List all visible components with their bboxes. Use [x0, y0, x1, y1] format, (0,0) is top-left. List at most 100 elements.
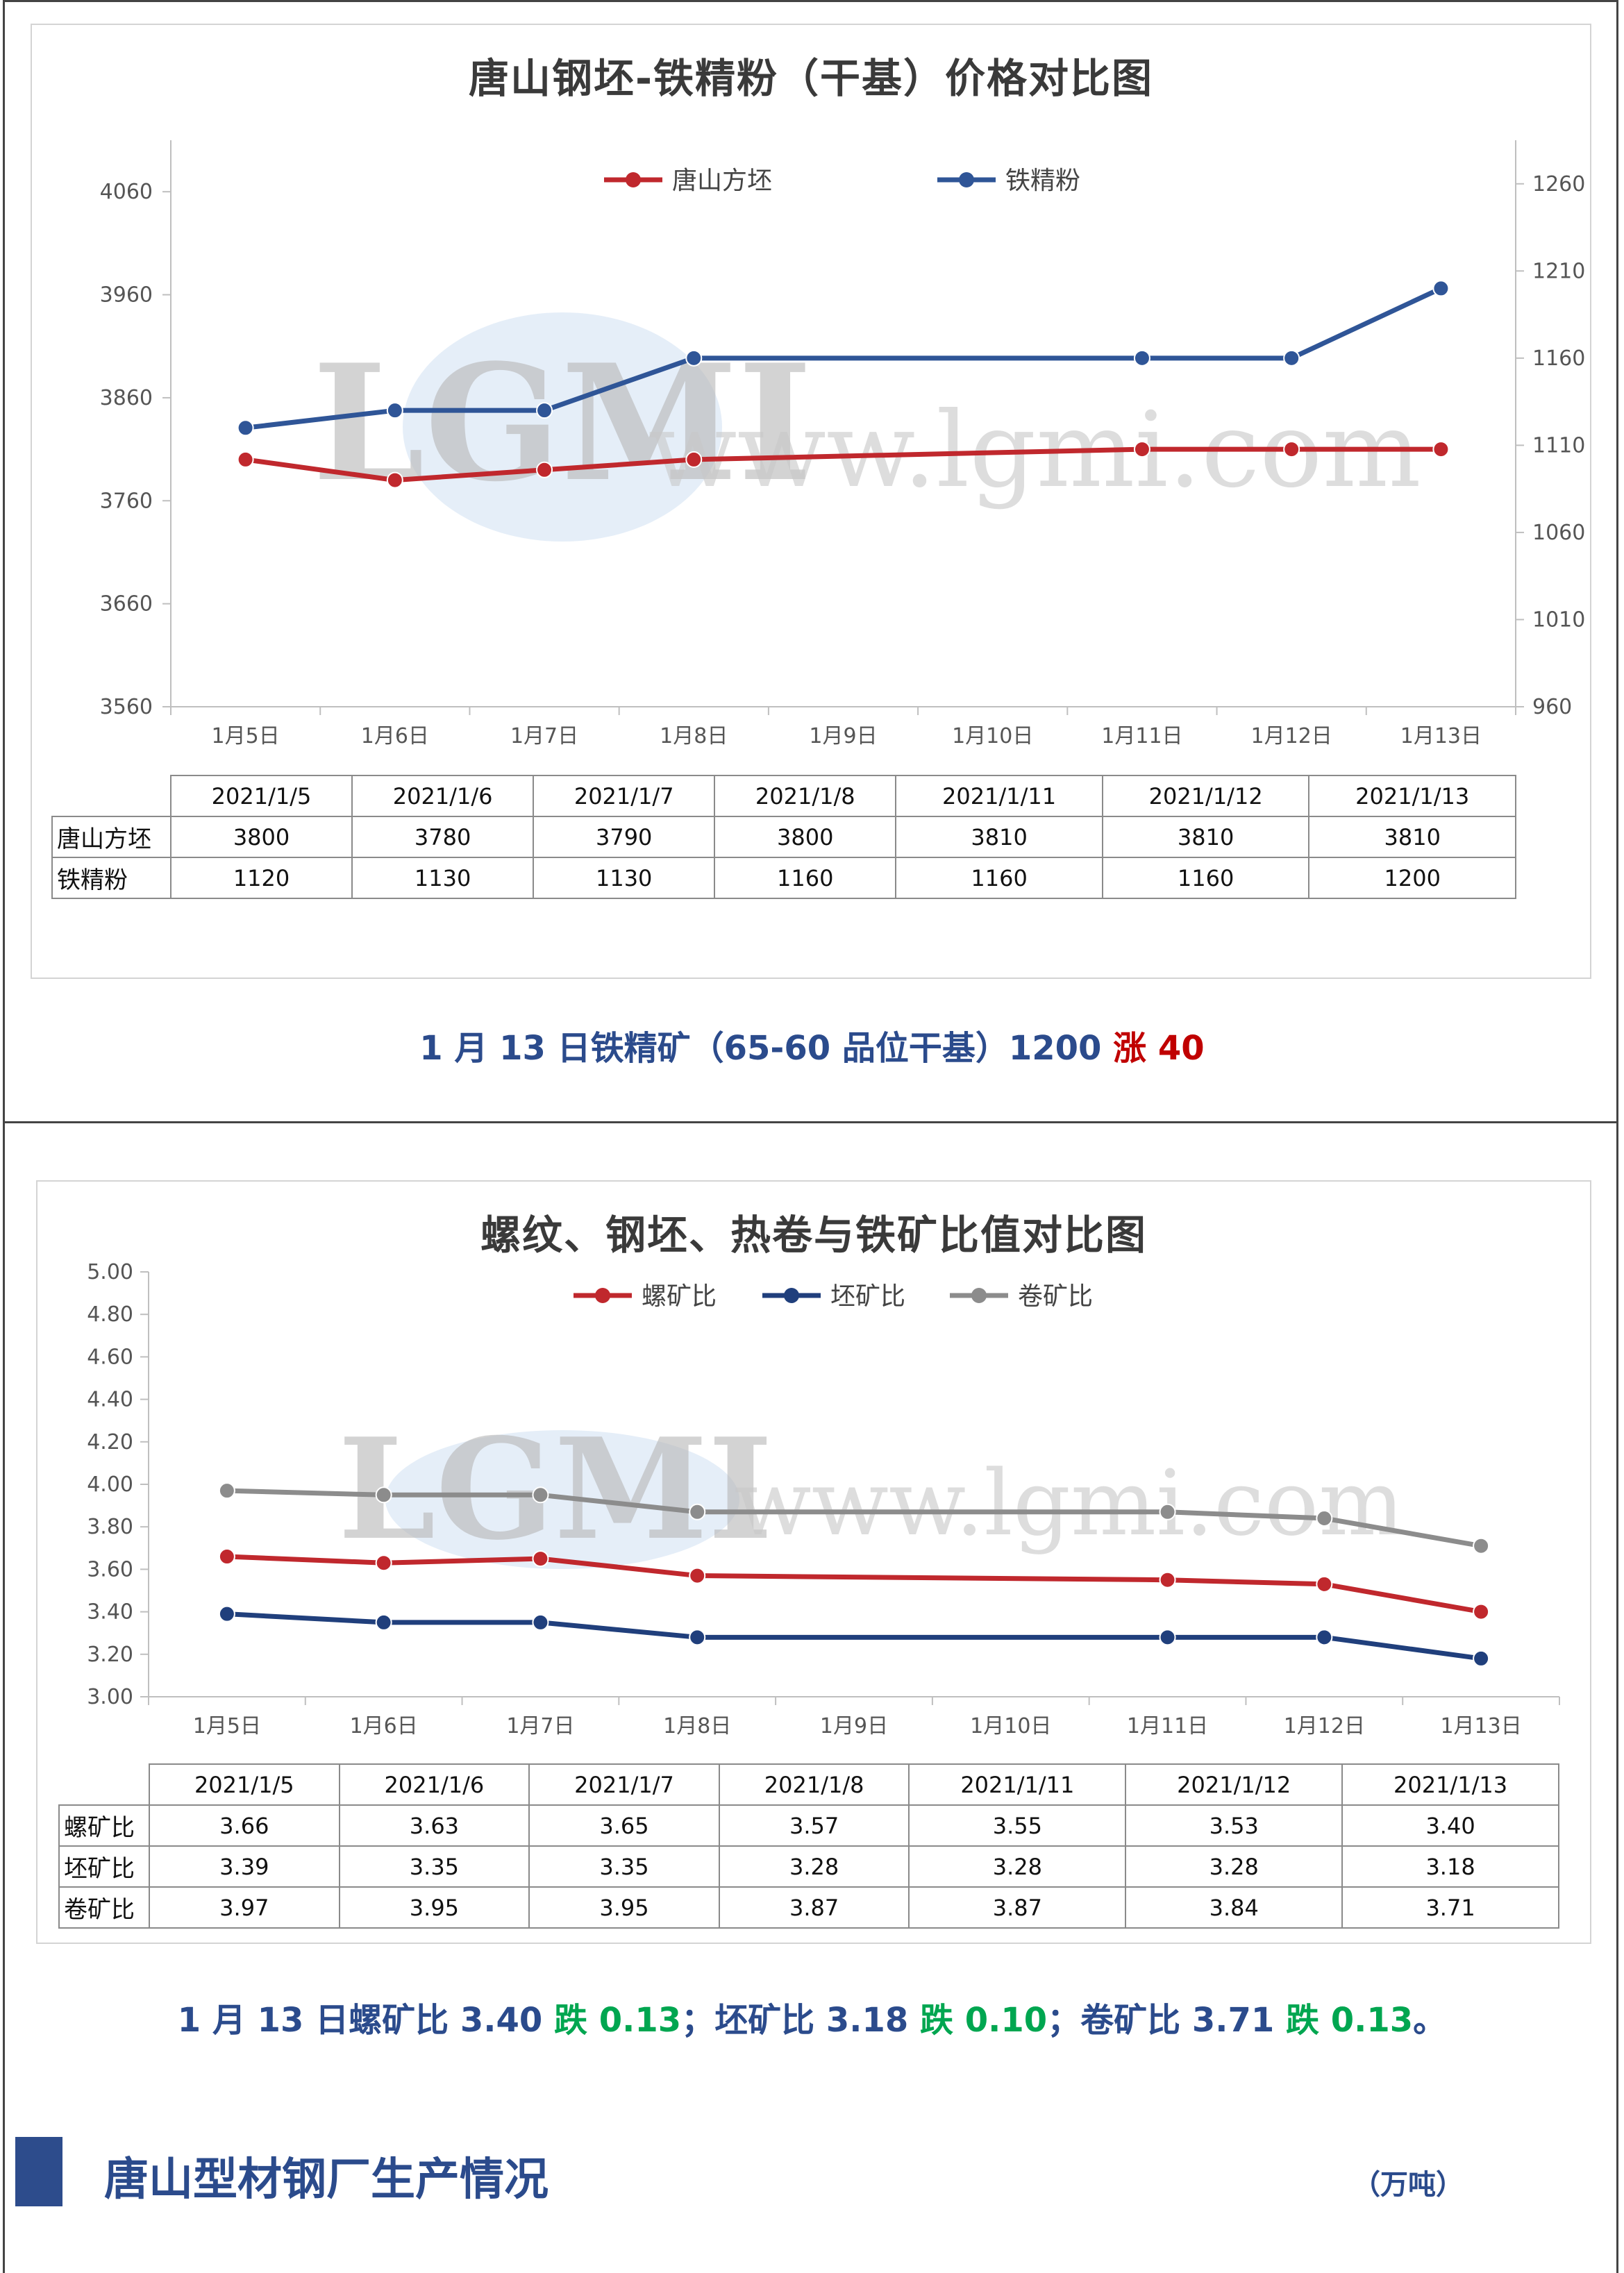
section-unit: （万吨） [1353, 2169, 1464, 2201]
data-point [536, 461, 553, 478]
data-point [375, 1613, 392, 1631]
table-header: 2021/1/12 [1101, 775, 1310, 817]
right-tick-label: 1160 [1532, 346, 1585, 371]
x-tick-label: 1月13日 [1400, 724, 1482, 748]
table-cell: 3780 [351, 816, 535, 858]
table-cell: 3.55 [908, 1804, 1127, 1847]
table-header: 2021/1/7 [533, 775, 716, 817]
table-cell: 3.95 [528, 1886, 720, 1929]
data-point [218, 1605, 235, 1622]
table-corner [59, 1764, 150, 1806]
row-label: 唐山方坯 [51, 816, 171, 858]
y-tick-label: 3.80 [87, 1515, 133, 1539]
watermark-url: www.lgmi.com [734, 1450, 1404, 1556]
y-tick-label: 3.00 [87, 1685, 133, 1709]
table-header: 2021/1/5 [149, 1763, 340, 1806]
watermark-logo-ellipse [403, 312, 722, 542]
data-point [218, 1548, 235, 1566]
watermark-logo-text: LGMI [338, 1408, 773, 1571]
summary2-c: ；卷矿比 3.71 [1047, 2001, 1287, 2040]
table-header: 2021/1/8 [718, 1763, 910, 1806]
summary2-b-change: 跌 0.10 [920, 2001, 1048, 2040]
summary2-d: 。 [1413, 2001, 1447, 2040]
table-cell: 3.35 [338, 1845, 530, 1888]
table-header: 2021/1/13 [1341, 1763, 1559, 1806]
y-tick-label: 4.20 [87, 1430, 133, 1454]
row-label: 螺矿比 [58, 1804, 150, 1847]
y-tick-label: 5.00 [87, 1260, 133, 1284]
y-tick-label: 3.20 [87, 1643, 133, 1667]
y-tick-label: 4.60 [87, 1345, 133, 1369]
table-cell: 3.84 [1125, 1886, 1343, 1929]
data-point [1133, 349, 1150, 367]
table-cell: 3.40 [1341, 1804, 1559, 1847]
legend-label: 坯矿比 [830, 1282, 905, 1311]
table-cell: 1200 [1308, 857, 1516, 899]
legend-label: 铁精粉 [1005, 167, 1080, 195]
table-cell: 3.65 [528, 1804, 720, 1847]
chart1-plot: LGMI www.lgmi.com 4060396038603760366035… [100, 140, 1585, 748]
data-point [237, 451, 254, 468]
summary2-b: ；坯矿比 3.18 [681, 2001, 920, 2040]
table-header: 2021/1/5 [169, 775, 353, 817]
table-cell: 3800 [169, 816, 353, 858]
data-point [1159, 1629, 1176, 1646]
table-header: 2021/1/6 [351, 775, 535, 817]
y-tick-label: 4.00 [87, 1473, 133, 1497]
data-point [1133, 441, 1150, 458]
data-point [1283, 441, 1300, 458]
legend-marker [626, 172, 641, 187]
table-cell: 3790 [533, 816, 716, 858]
data-point [685, 451, 703, 468]
summary1-change: 涨 40 [1113, 1029, 1205, 1068]
summary-ratios: 1 月 13 日螺矿比 3.40 跌 0.13；坯矿比 3.18 跌 0.10；… [0, 1993, 1624, 2041]
right-tick-label: 1210 [1532, 259, 1585, 283]
top-border [3, 0, 1618, 2]
right-tick-label: 1010 [1532, 607, 1585, 632]
data-point [386, 402, 403, 419]
data-point [685, 349, 703, 367]
table-header: 2021/1/6 [338, 1763, 530, 1806]
table-row: 铁精粉 1120 1130 1130 1160 1160 1160 1200 [51, 857, 1516, 899]
y-tick-label: 3.40 [87, 1600, 133, 1625]
data-point [1159, 1503, 1176, 1520]
table-cell: 1160 [714, 857, 897, 899]
chart2-data-table: 2021/1/5 2021/1/6 2021/1/7 2021/1/8 2021… [58, 1763, 1559, 1929]
table-cell: 3800 [714, 816, 897, 858]
data-point [1473, 1603, 1490, 1620]
data-point [536, 402, 553, 419]
table-row: 唐山方坯 3800 3780 3790 3800 3810 3810 3810 [51, 816, 1516, 858]
x-tick-label: 1月5日 [193, 1714, 261, 1738]
table-cell: 3.39 [149, 1845, 340, 1888]
left-tick-label: 3960 [100, 283, 153, 308]
summary2-a: 1 月 13 日螺矿比 3.40 [177, 2001, 554, 2040]
chart1-title: 唐山钢坯-铁精粉（干基）价格对比图 [468, 55, 1154, 102]
right-tick-label: 960 [1532, 695, 1572, 719]
table-header: 2021/1/7 [528, 1763, 720, 1806]
data-point [1473, 1650, 1490, 1667]
summary2-a-change: 跌 0.13 [553, 2001, 682, 2040]
data-point [1432, 280, 1450, 297]
table-header: 2021/1/8 [714, 775, 897, 817]
table-cell: 3.97 [149, 1886, 340, 1929]
series-line [226, 1611, 1482, 1661]
watermark: LGMI www.lgmi.com [338, 1408, 1405, 1571]
chart1-data-table: 2021/1/5 2021/1/6 2021/1/7 2021/1/8 2021… [51, 775, 1516, 899]
x-tick-label: 1月11日 [1127, 1714, 1208, 1738]
x-tick-label: 1月12日 [1284, 1714, 1365, 1738]
table-cell: 3810 [1101, 816, 1310, 858]
data-point [532, 1550, 549, 1568]
left-tick-label: 3760 [100, 489, 153, 513]
chart2-plot: LGMI www.lgmi.com 5.00 4.80 4.60 4.40 4.20 4.… [87, 1260, 1560, 1738]
right-tick-label: 1260 [1532, 172, 1585, 196]
table-cell: 3.28 [908, 1845, 1127, 1888]
row-label: 铁精粉 [51, 857, 171, 899]
data-point [1316, 1629, 1333, 1646]
legend-label: 螺矿比 [642, 1282, 717, 1311]
x-tick-label: 1月6日 [361, 724, 429, 748]
table-cell: 3.53 [1125, 1804, 1343, 1847]
table-cell: 3.35 [528, 1845, 720, 1888]
x-tick-label: 1月11日 [1101, 724, 1182, 748]
table-cell: 1160 [895, 857, 1103, 899]
x-tick-label: 1月7日 [506, 1714, 574, 1738]
